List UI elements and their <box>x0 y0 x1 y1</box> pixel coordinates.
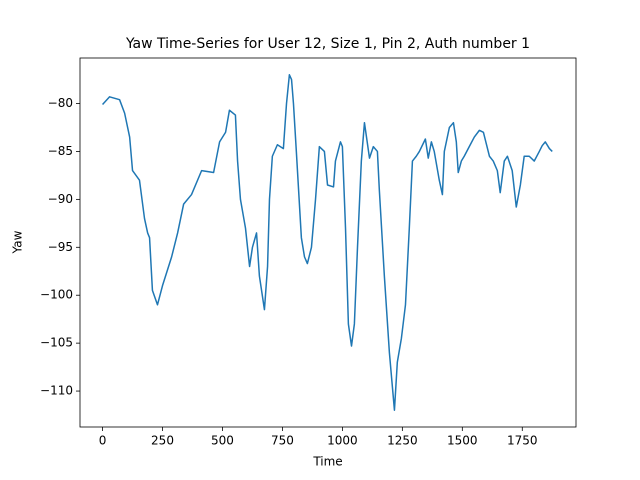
y-tick-label: −80 <box>48 96 73 110</box>
x-axis-label: Time <box>312 455 342 469</box>
x-tick-label: 1250 <box>387 434 418 448</box>
chart-title: Yaw Time-Series for User 12, Size 1, Pin… <box>125 36 530 52</box>
data-line <box>101 74 553 411</box>
y-tick-label: −100 <box>40 288 73 302</box>
axes-frame <box>79 57 577 428</box>
y-tick-label: −85 <box>48 144 73 158</box>
y-axis-label: Yaw <box>11 230 25 254</box>
x-tick-label: 750 <box>271 434 294 448</box>
x-tick-label: 500 <box>211 434 234 448</box>
x-tick-label: 0 <box>99 434 107 448</box>
x-tick-label: 1500 <box>447 434 478 448</box>
y-tick-label: −95 <box>48 240 73 254</box>
x-tick-label: 1000 <box>327 434 358 448</box>
x-tick-label: 250 <box>151 434 174 448</box>
y-tick-label: −90 <box>48 192 73 206</box>
y-tick-label: −105 <box>40 336 73 350</box>
x-tick-label: 1750 <box>507 434 538 448</box>
y-tick-label: −110 <box>40 384 73 398</box>
